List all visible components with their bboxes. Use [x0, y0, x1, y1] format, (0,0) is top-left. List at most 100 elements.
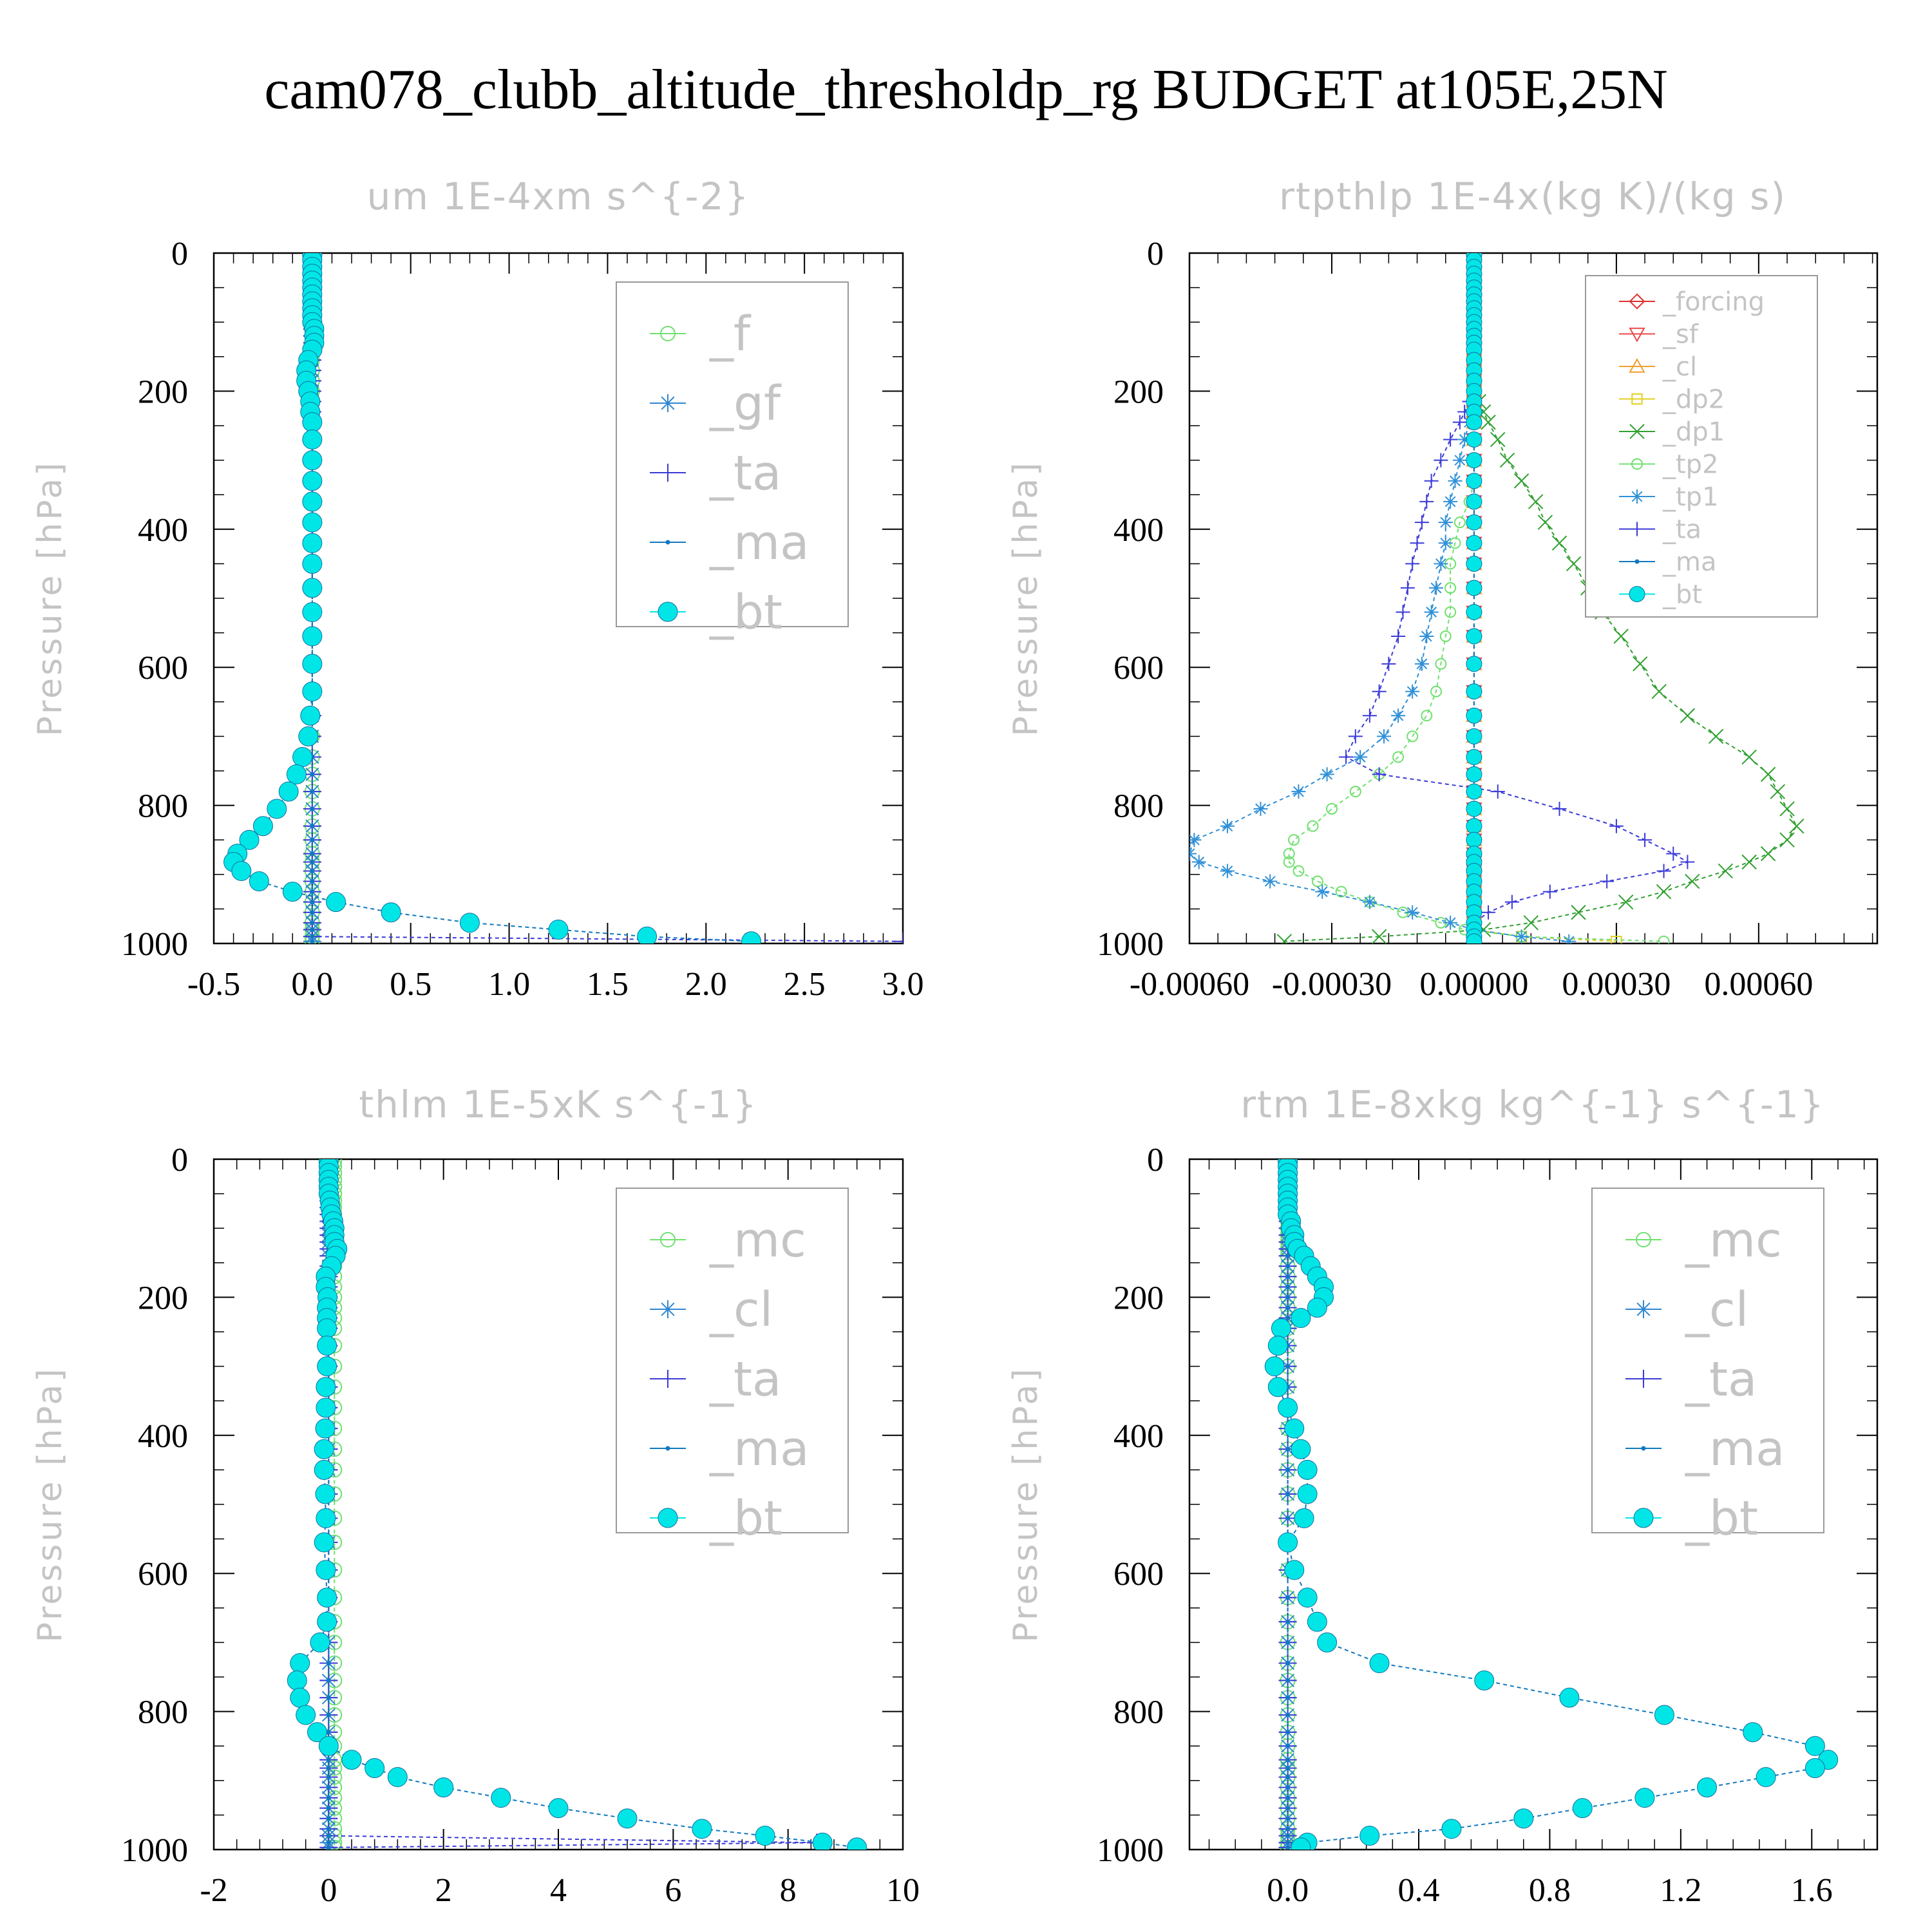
- legend-entry: _ta: [650, 1352, 781, 1407]
- legend-label: _gf: [709, 376, 782, 431]
- data-point: [1638, 833, 1653, 848]
- data-point: [1562, 934, 1577, 943]
- data-point: [326, 1806, 331, 1811]
- data-point: [326, 1785, 331, 1790]
- chart-panel-3: thlm 1E-5xK s^{-1} Pressure [hPa] 0 200 400 6…: [31, 1083, 920, 1909]
- y-tick-label: 600: [1113, 1556, 1164, 1593]
- data-point: [459, 913, 480, 933]
- x-tick-label: -0.00060: [1130, 966, 1249, 1003]
- data-point: [1285, 1795, 1291, 1801]
- data-point: [755, 1826, 775, 1846]
- data-point: [315, 1418, 336, 1439]
- data-point: [1430, 685, 1443, 697]
- data-point: [1335, 886, 1347, 898]
- legend-entry: _sf: [1619, 320, 1699, 350]
- data-point: [287, 1670, 307, 1690]
- data-point: [1421, 710, 1433, 722]
- legend-marker: [659, 394, 677, 412]
- data-point: [1315, 884, 1330, 899]
- chart-panel-1: um 1E-4xm s^{-2} Pressure [hPa] 0 200 400 600…: [31, 175, 924, 1003]
- data-point: [290, 1653, 310, 1674]
- data-point: [1454, 516, 1466, 529]
- data-point: [1566, 556, 1582, 572]
- legend-entry: _ma: [1625, 1421, 1785, 1477]
- data-point: [1325, 802, 1338, 815]
- data-point: [1297, 1459, 1318, 1480]
- series-tp1: [1189, 253, 1577, 943]
- data-point: [1307, 1611, 1327, 1632]
- data-point: [326, 1774, 331, 1779]
- data-point: [239, 829, 260, 850]
- data-point: [326, 1730, 331, 1735]
- legend-label: _ta: [709, 446, 781, 501]
- data-point: [302, 512, 323, 533]
- data-point: [326, 1712, 331, 1718]
- legend-marker: [659, 1300, 677, 1318]
- data-point: [1434, 556, 1448, 571]
- data-point: [1317, 1632, 1338, 1653]
- data-point: [1466, 683, 1482, 700]
- data-point: [1396, 605, 1410, 620]
- data-point: [298, 726, 319, 746]
- y-axis-label: Pressure [hPa]: [31, 1367, 70, 1643]
- series-bt: [1264, 1159, 1839, 1850]
- legend-label: _dp2: [1662, 385, 1725, 415]
- data-point: [302, 491, 323, 512]
- data-point: [1466, 766, 1482, 782]
- data-point: [1297, 1484, 1318, 1504]
- data-point: [1285, 1316, 1291, 1321]
- legend-marker: [1634, 1370, 1653, 1388]
- x-tick-label: 2.5: [784, 966, 826, 1003]
- data-point: [326, 1678, 331, 1683]
- legend-entry: _bt: [650, 1491, 782, 1546]
- data-point: [1618, 894, 1634, 910]
- x-tick-label: 1.2: [1660, 1872, 1701, 1909]
- data-point: [1466, 414, 1482, 431]
- legend-label: _ta: [709, 1352, 781, 1407]
- data-point: [1414, 515, 1429, 530]
- y-tick-label: 600: [138, 1556, 188, 1593]
- data-point: [1466, 580, 1482, 596]
- legend-entry: _cl: [1619, 352, 1697, 382]
- data-point: [231, 860, 252, 881]
- data-point: [1391, 629, 1406, 643]
- y-tick-label: 600: [1113, 650, 1164, 687]
- data-point: [249, 871, 269, 892]
- data-point: [316, 1560, 336, 1580]
- data-point: [1666, 846, 1681, 861]
- data-point: [617, 1808, 638, 1829]
- data-point: [1285, 1515, 1291, 1520]
- x-tick-label: 1.5: [587, 966, 629, 1003]
- data-point: [1466, 831, 1482, 848]
- data-point: [1760, 766, 1776, 782]
- legend-marker: [665, 1446, 670, 1451]
- legend-marker: [1634, 1300, 1653, 1318]
- legend-entry: _ta: [650, 446, 781, 501]
- data-point: [310, 900, 315, 905]
- data-point: [1444, 582, 1457, 594]
- data-point: [1760, 846, 1776, 862]
- data-point: [381, 902, 401, 923]
- data-point: [1466, 783, 1482, 800]
- data-point: [317, 1587, 337, 1608]
- legend-label: _tp1: [1662, 482, 1719, 512]
- legend-label: _dp1: [1662, 417, 1725, 447]
- series-line: [1189, 255, 1569, 942]
- data-point: [1457, 432, 1472, 447]
- figure-title: cam078_clubb_altitude_thresholdp_rg BUDG…: [264, 59, 1667, 121]
- legend-entry: _forcing: [1619, 287, 1765, 317]
- data-point: [1438, 536, 1453, 551]
- data-point: [1391, 708, 1406, 723]
- series-bt: [287, 1159, 867, 1850]
- data-point: [1348, 729, 1363, 744]
- data-point: [1267, 1377, 1288, 1397]
- data-point: [692, 1819, 712, 1839]
- x-tick-label: 10: [886, 1872, 920, 1909]
- data-point: [1658, 935, 1670, 943]
- legend-marker: [1636, 1232, 1651, 1247]
- data-point: [1438, 515, 1453, 530]
- data-point: [1443, 915, 1458, 930]
- data-point: [310, 920, 315, 925]
- data-point: [282, 882, 303, 902]
- legend-label: _bt: [1685, 1491, 1758, 1546]
